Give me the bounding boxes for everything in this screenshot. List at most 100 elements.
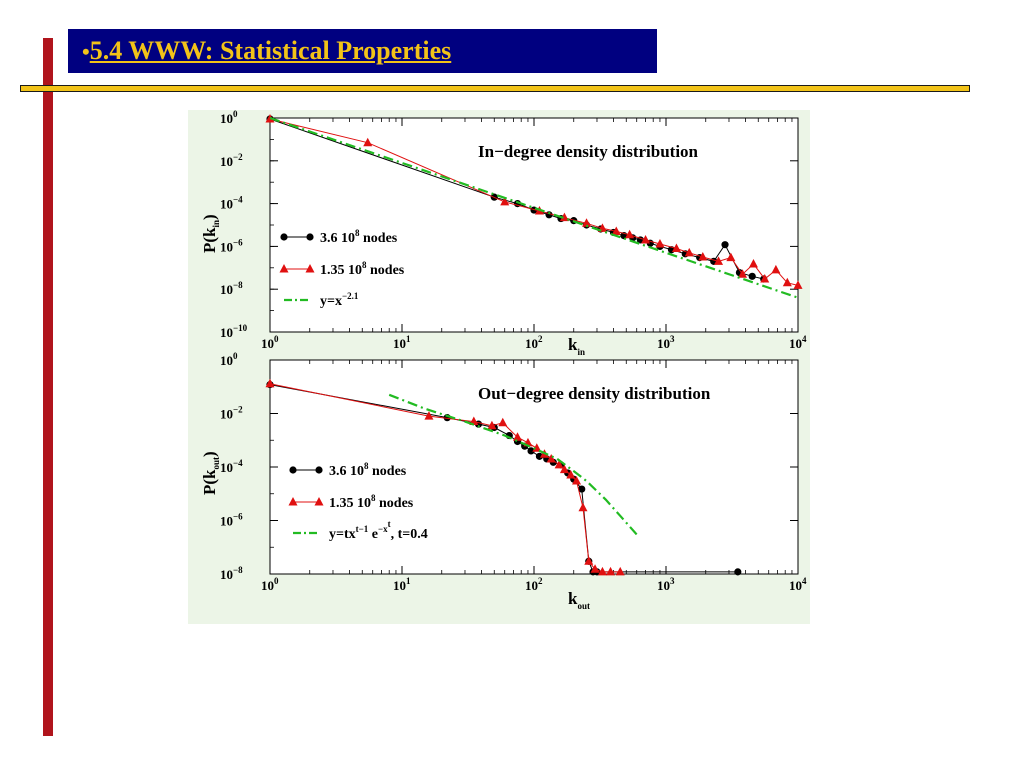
y-tick-label: 10−2 — [220, 405, 243, 422]
y-tick-label: 100 — [220, 351, 238, 368]
data-point — [513, 432, 523, 441]
text-part: −4 — [233, 195, 243, 205]
data-point — [582, 218, 592, 227]
text-part: 3 — [670, 334, 675, 344]
x-tick-label: 104 — [789, 334, 807, 351]
text-part: 10 — [220, 239, 233, 254]
text-part: 10 — [220, 407, 233, 422]
text-part: k — [568, 589, 578, 608]
series-line — [269, 118, 799, 286]
data-point — [288, 497, 298, 506]
data-point — [771, 264, 781, 274]
x-tick-label: 104 — [789, 576, 807, 593]
text-part: 10 — [220, 325, 233, 340]
text-part: −6 — [233, 237, 243, 247]
data-point — [279, 264, 289, 273]
data-point — [500, 196, 510, 206]
title-bar: •5.4 WWW: Statistical Properties — [68, 29, 657, 73]
series-2 — [265, 378, 625, 576]
text-part: 1 — [406, 334, 411, 344]
data-point — [615, 566, 625, 576]
data-point — [424, 411, 434, 420]
text-part: 10 — [789, 578, 802, 593]
y-tick-label: 10−10 — [220, 323, 248, 340]
data-point — [584, 556, 594, 565]
text-part: 10 — [220, 567, 233, 582]
data-point — [578, 485, 586, 493]
data-point — [280, 233, 288, 241]
x-tick-label: 100 — [261, 576, 279, 593]
text-part: 8 — [355, 228, 360, 238]
data-point — [527, 447, 535, 455]
text-part: 10 — [393, 336, 406, 351]
text-part: 3.6 10 — [320, 231, 355, 246]
text-part: 0 — [233, 351, 238, 361]
text-part: −10 — [233, 323, 248, 333]
data-point — [559, 212, 569, 222]
y-tick-label: 10−4 — [220, 458, 243, 475]
legend-label: y=txt−1 e−xt, t=0.4 — [329, 519, 428, 542]
text-part: k — [568, 335, 578, 354]
y-tick-label: 10−2 — [220, 152, 243, 169]
text-part: 8 — [362, 260, 367, 270]
data-point — [760, 273, 770, 283]
text-part: −2 — [233, 405, 243, 415]
text-part: −2 — [233, 152, 243, 162]
data-point — [535, 452, 544, 460]
data-point — [641, 234, 651, 244]
text-part: 1.35 10 — [329, 496, 371, 511]
x-axis-label: kout — [568, 589, 590, 611]
panel-title: In−degree density distribution — [478, 142, 699, 161]
text-part: 3 — [670, 576, 675, 586]
y-tick-label: 10−6 — [220, 237, 243, 254]
data-point — [793, 280, 803, 289]
text-part: 10 — [261, 336, 274, 351]
text-part: nodes — [369, 464, 407, 479]
data-point — [748, 259, 758, 268]
data-point — [315, 466, 323, 474]
data-point — [314, 497, 324, 506]
legend-label: 3.6 108 nodes — [320, 228, 398, 246]
data-point — [363, 137, 373, 147]
data-point — [625, 229, 635, 239]
data-point — [606, 566, 616, 576]
text-part: nodes — [360, 231, 398, 246]
text-part: 8 — [371, 493, 376, 503]
text-part: 0 — [274, 576, 279, 586]
text-part: 10 — [525, 578, 538, 593]
series-3 — [269, 116, 799, 299]
data-point — [554, 459, 564, 469]
text-part: 4 — [802, 576, 807, 586]
data-point — [721, 241, 729, 249]
text-part: 10 — [220, 282, 233, 297]
text-part: y=tx — [329, 527, 356, 542]
text-part: 0 — [233, 110, 238, 119]
text-part: 8 — [364, 461, 369, 471]
data-point — [590, 564, 600, 573]
gold-horizontal-rule — [20, 85, 970, 92]
text-part: 10 — [261, 578, 274, 593]
data-point — [578, 502, 588, 512]
fit-line — [388, 393, 638, 536]
data-point — [714, 256, 724, 265]
plot-area — [269, 359, 799, 575]
data-point — [611, 226, 621, 235]
text-part: out — [211, 457, 221, 470]
text-part: 4 — [802, 334, 807, 344]
text-part: 10 — [393, 578, 406, 593]
text-part: −x — [378, 524, 388, 534]
x-tick-label: 103 — [657, 576, 675, 593]
in-degree-chart: 100 101 102 103 10410010−210−410−610−810−10I… — [200, 110, 807, 357]
text-part: ) — [200, 451, 219, 457]
text-part: nodes — [376, 496, 414, 511]
data-point — [782, 277, 792, 287]
data-point — [698, 251, 708, 261]
text-part: −8 — [233, 565, 243, 575]
x-tick-label: 102 — [525, 334, 543, 351]
series-3 — [388, 393, 638, 536]
data-point — [487, 420, 497, 430]
text-part: 10 — [525, 336, 538, 351]
y-tick-label: 10−4 — [220, 195, 243, 212]
panel-title: Out−degree density distribution — [478, 384, 711, 403]
data-point — [738, 269, 748, 278]
